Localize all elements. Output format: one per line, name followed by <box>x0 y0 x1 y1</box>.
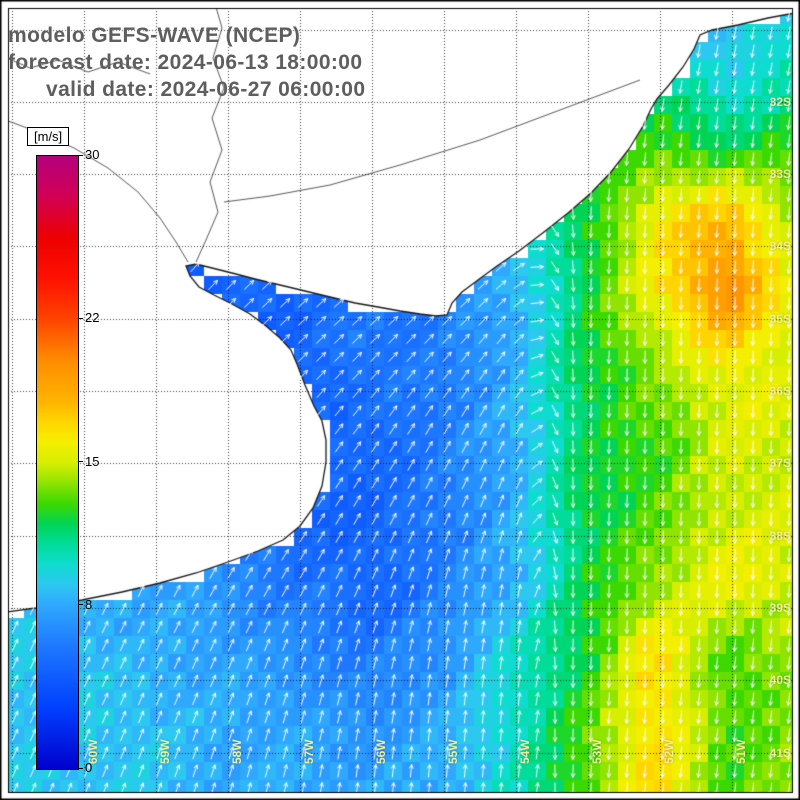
model-title: modelo GEFS-WAVE (NCEP) <box>8 24 301 47</box>
colorbar-tick <box>78 154 83 156</box>
lat-label: 33S <box>769 167 791 182</box>
colorbar-tick-label: 22 <box>85 310 100 326</box>
lon-label: 59W <box>158 739 172 764</box>
colorbar-tick <box>78 767 83 769</box>
lon-label: 56W <box>374 739 388 764</box>
colorbar-tick-label: 0 <box>85 760 93 775</box>
colorbar-unit-label: [m/s] <box>27 127 70 146</box>
forecast-date-label: forecast date: 2024-06-13 18:00:00 <box>8 51 363 74</box>
map-header: modelo GEFS-WAVE (NCEP) forecast date: 2… <box>8 22 365 103</box>
lat-label: 37S <box>769 456 791 471</box>
lat-label: 34S <box>769 239 791 254</box>
lon-label: 54W <box>518 739 532 764</box>
lat-label: 40S <box>769 673 791 688</box>
lon-label: 51W <box>734 739 748 764</box>
lon-label: 60W <box>86 739 100 764</box>
colorbar <box>36 155 79 770</box>
lon-label: 55W <box>446 739 460 764</box>
lon-label: 53W <box>590 739 604 764</box>
lat-label: 39S <box>769 600 791 615</box>
colorbar-tick-label: 8 <box>85 596 93 612</box>
colorbar-tick <box>78 604 83 606</box>
colorbar-tick <box>78 461 83 462</box>
colorbar-tick <box>78 317 83 319</box>
valid-date-label: valid date: 2024-06-27 06:00:00 <box>46 78 366 101</box>
lat-label: 41S <box>769 745 791 760</box>
colorbar-tick-label: 15 <box>85 453 100 469</box>
colorbar-tick-label: 30 <box>85 147 100 162</box>
lon-label: 57W <box>302 739 316 764</box>
lat-label: 32S <box>769 94 791 109</box>
lat-label: 36S <box>769 384 791 398</box>
lon-label: 58W <box>230 739 244 764</box>
lat-label: 35S <box>769 311 791 326</box>
lon-label: 52W <box>662 739 676 764</box>
lat-label: 38S <box>769 528 791 543</box>
